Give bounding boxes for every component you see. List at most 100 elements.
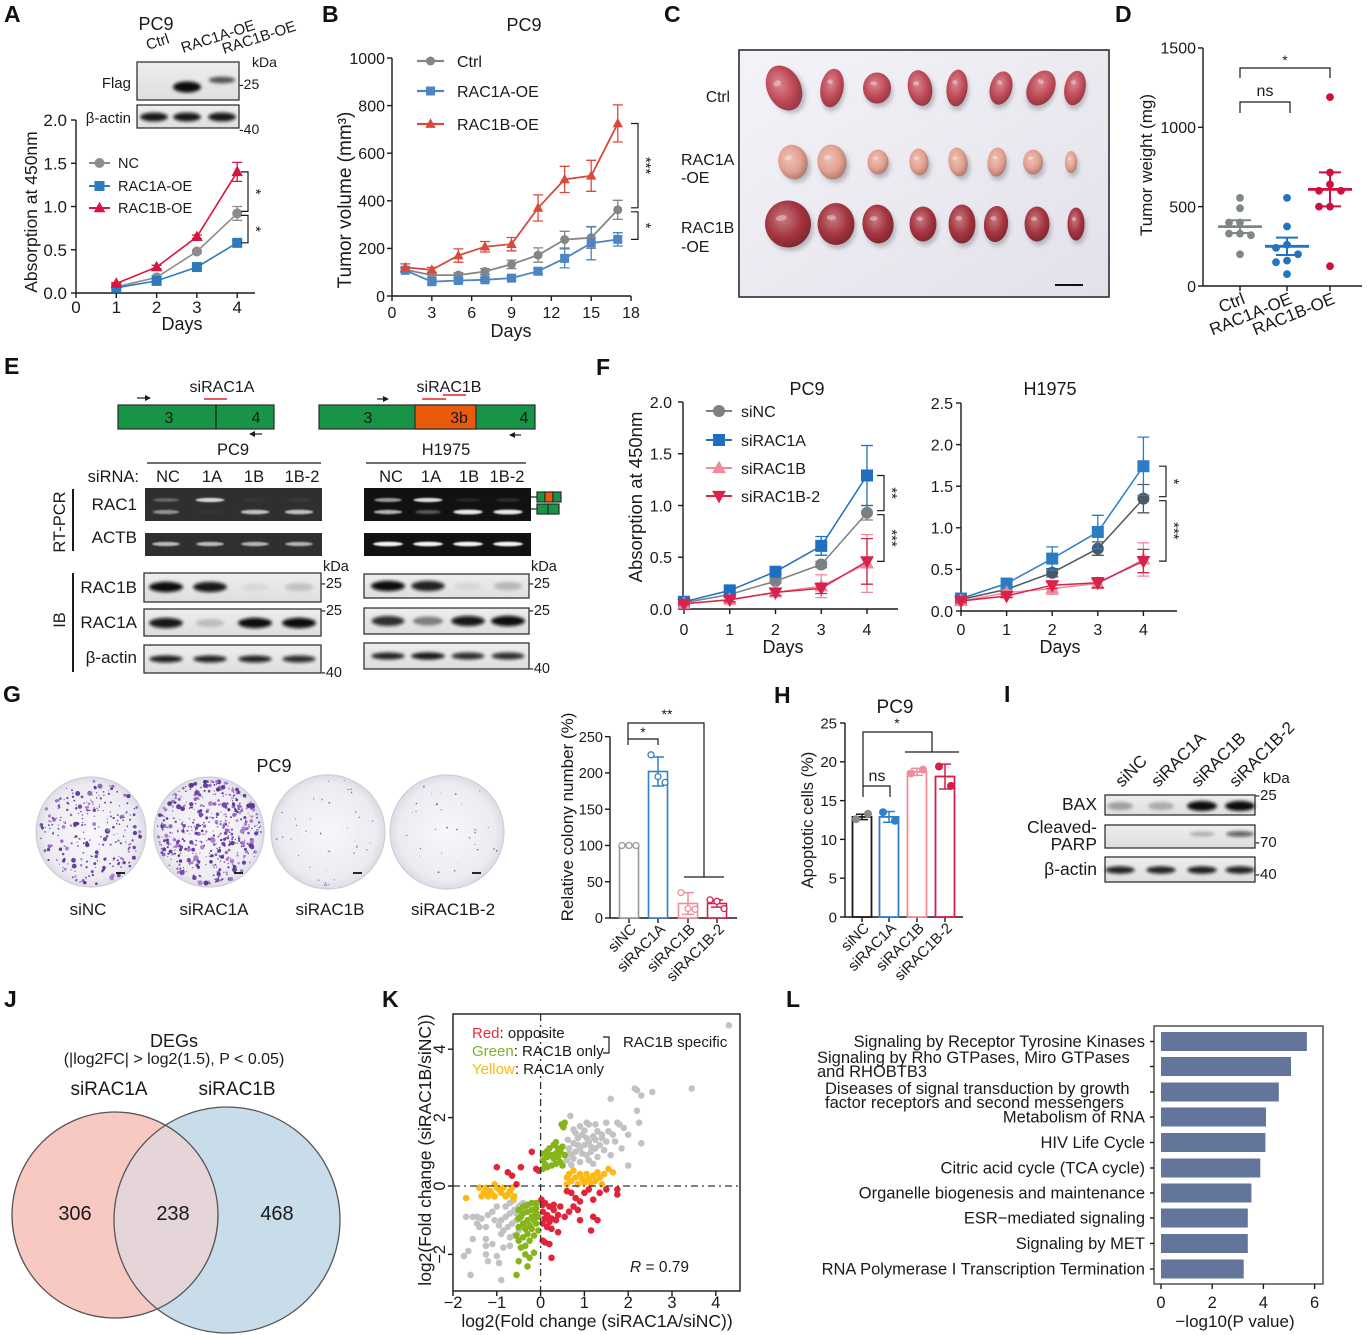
colony (94, 854, 98, 859)
colony (250, 838, 253, 841)
data-point (596, 1141, 603, 1149)
colony (77, 804, 83, 809)
colony (156, 825, 159, 827)
blots-pc9 (143, 488, 322, 674)
colony (247, 831, 250, 835)
colony (94, 827, 96, 830)
significance-label: * (637, 223, 654, 229)
colony (85, 841, 89, 844)
gel-band-rac1b (495, 498, 521, 502)
colony (216, 847, 218, 850)
data-point (515, 1237, 522, 1244)
colony (319, 832, 322, 835)
tumor-highlight (823, 155, 832, 160)
colony (243, 822, 248, 826)
colony (58, 863, 61, 866)
data-point (581, 1141, 588, 1149)
colony (187, 825, 190, 828)
tumor (946, 69, 970, 111)
data-point (465, 1247, 472, 1255)
colony (234, 838, 236, 841)
isoform-rac1b-exon3b (544, 491, 554, 503)
tumor-highlight (955, 215, 962, 221)
data-point (493, 1163, 501, 1171)
colony (165, 838, 169, 842)
y-tick-label: 2.0 (931, 437, 953, 454)
tumor (1023, 149, 1045, 179)
colony (243, 847, 247, 851)
colony (208, 852, 211, 855)
colony (133, 825, 137, 829)
colony (188, 782, 194, 789)
colony (73, 821, 78, 827)
data-point (565, 1208, 573, 1215)
colony (201, 833, 204, 836)
colony (324, 884, 326, 886)
data-point (524, 1263, 531, 1270)
colony (238, 835, 240, 837)
gels-and-blots (143, 488, 531, 674)
western-blots (1104, 794, 1256, 883)
lane-label: NC (156, 468, 180, 486)
x-tick-label: 3 (1093, 622, 1102, 639)
data-point (578, 1150, 586, 1157)
colony (71, 876, 74, 879)
colony (112, 859, 114, 861)
colony (231, 863, 234, 865)
colony (200, 829, 204, 833)
data-point (560, 1123, 567, 1131)
data-point (607, 1095, 614, 1103)
bracket-line (862, 731, 959, 797)
x-tick-label: 0 (388, 305, 397, 322)
correlation-symbol: R (630, 1259, 641, 1276)
tumor-highlight (784, 155, 792, 161)
tumor-highlight (872, 156, 878, 160)
venn-overlap (114, 1112, 218, 1318)
data-point (561, 1151, 568, 1159)
colony (185, 801, 187, 803)
colony (87, 806, 90, 808)
pathway-label: Citric acid cycle (TCA cycle) (941, 1160, 1145, 1178)
data-point (484, 1257, 492, 1265)
data-point (554, 1153, 562, 1161)
colony (215, 878, 220, 883)
tumor (909, 148, 931, 180)
colony (162, 806, 166, 810)
gel-band-actb (453, 541, 483, 547)
colony (256, 816, 258, 819)
colony (210, 812, 213, 814)
colony (98, 805, 101, 808)
colony (162, 847, 167, 852)
colony (171, 805, 174, 808)
colony (236, 810, 239, 814)
series-both (460, 1022, 733, 1284)
colony (220, 803, 222, 805)
colony (232, 867, 237, 873)
bracket-line (631, 211, 639, 240)
colony (188, 862, 191, 865)
colony (127, 848, 130, 850)
tumor-highlight (952, 156, 958, 160)
colony (168, 835, 171, 838)
colony (65, 787, 68, 789)
colony (221, 878, 224, 881)
colony (177, 830, 179, 833)
tumor-highlight (990, 216, 997, 221)
colony (251, 827, 253, 830)
colony (198, 793, 202, 797)
blot-actin (1104, 856, 1256, 883)
x-axis-title: Days (490, 321, 531, 341)
data-point (563, 1157, 571, 1164)
colony (198, 812, 204, 818)
x-tick-label: 12 (542, 305, 560, 322)
colony (62, 821, 65, 823)
tumor (820, 68, 846, 112)
colony (122, 816, 125, 819)
colony (112, 865, 114, 868)
colony (162, 824, 167, 828)
legend-label: Ctrl (457, 54, 482, 71)
colony (347, 827, 349, 829)
colony (220, 811, 222, 813)
colony (222, 795, 225, 797)
legend-marker (713, 434, 725, 446)
